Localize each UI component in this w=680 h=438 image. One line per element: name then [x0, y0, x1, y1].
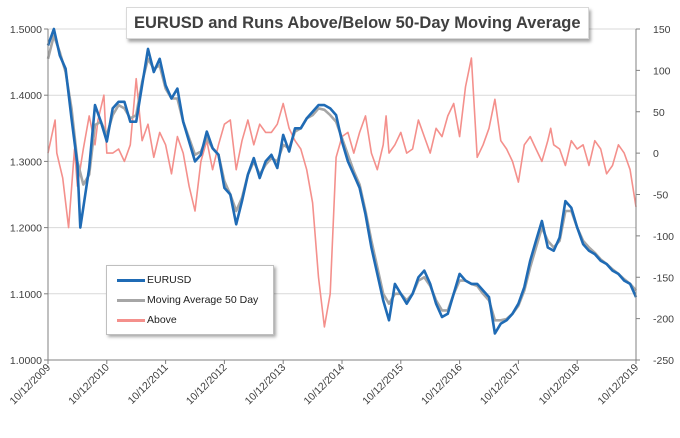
x-tick-label: 10/12/2016: [419, 362, 465, 408]
legend: EURUSD Moving Average 50 Day Above: [106, 265, 274, 335]
right-tick-label: 0: [653, 148, 659, 160]
right-tick-label: -100: [653, 231, 674, 243]
x-tick-label: 10/12/2015: [360, 362, 406, 408]
right-tick-label: -150: [653, 272, 674, 284]
chart-title: EURUSD and Runs Above/Below 50-Day Movin…: [126, 7, 589, 39]
x-tick-label: 10/12/2018: [537, 362, 583, 408]
right-tick-label: 100: [653, 65, 671, 77]
x-tick-label: 10/12/2013: [243, 362, 289, 408]
right-tick-label: 50: [653, 107, 665, 119]
x-tick-label: 10/12/2011: [126, 362, 171, 407]
x-tick-label: 10/12/2010: [66, 362, 112, 408]
right-tick-label: 150: [653, 24, 671, 36]
x-tick-label: 10/12/2009: [7, 362, 53, 408]
x-axis-ticks: 10/12/2009 10/12/2010 10/12/2011 10/12/2012…: [7, 360, 641, 407]
left-tick-label: 1.0000: [10, 355, 42, 367]
legend-item-moving-average: Moving Average 50 Day: [117, 290, 258, 310]
right-tick-label: -50: [653, 190, 668, 202]
right-tick-label: -200: [653, 314, 674, 326]
left-tick-label: 1.2000: [10, 223, 42, 235]
legend-label-moving-average: Moving Average 50 Day: [147, 294, 259, 306]
legend-item-eurusd: EURUSD: [117, 270, 191, 290]
x-tick-label: 10/12/2014: [301, 362, 347, 408]
right-axis-ticks: -250 -200 -150 -100 -50 0 50 100 150: [636, 24, 674, 367]
right-tick-label: -250: [653, 355, 674, 367]
left-tick-label: 1.3000: [10, 156, 42, 168]
left-axis-ticks: 1.0000 1.1000 1.2000 1.3000 1.4000 1.5000: [10, 24, 48, 367]
legend-swatch-eurusd: [117, 278, 145, 282]
series-line-eurusd: [46, 27, 638, 335]
legend-swatch-moving-average: [117, 298, 145, 302]
legend-label-eurusd: EURUSD: [147, 274, 192, 286]
x-tick-label: 10/12/2012: [184, 362, 230, 408]
legend-swatch-above: [117, 318, 145, 322]
x-tick-label: 10/12/2019: [595, 362, 641, 408]
left-tick-label: 1.4000: [10, 90, 42, 102]
left-tick-label: 1.5000: [10, 24, 42, 36]
legend-label-above: Above: [147, 314, 177, 326]
legend-item-above: Above: [117, 310, 177, 330]
plot-series: [46, 27, 638, 335]
left-tick-label: 1.1000: [10, 289, 42, 301]
x-tick-label: 10/12/2017: [478, 362, 524, 408]
